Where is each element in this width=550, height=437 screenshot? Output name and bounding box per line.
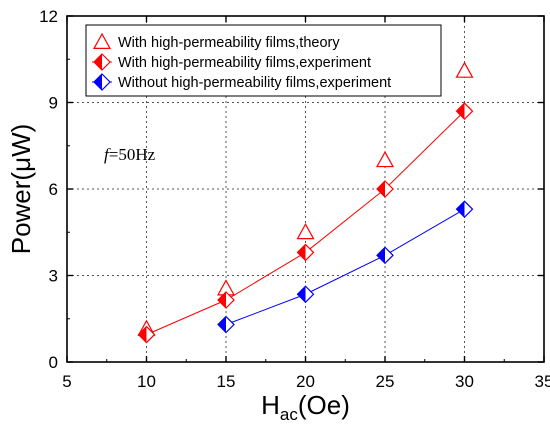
- marker-half: [94, 54, 102, 70]
- y-tick-label: 6: [49, 180, 58, 199]
- marker-outline: [296, 243, 315, 262]
- legend-marker: [92, 32, 112, 50]
- tick-labels: 5 10 15 20 25 30 35 0 3 6 9 12: [39, 7, 550, 391]
- data-point: [217, 315, 235, 334]
- frequency-value: =50Hz: [109, 145, 156, 164]
- y-tick-label: 12: [39, 7, 58, 26]
- data-point: [455, 102, 474, 120]
- data-point: [217, 291, 235, 309]
- series-line: [225, 208, 465, 325]
- marker-outline: [455, 200, 474, 219]
- marker-outline: [217, 291, 235, 309]
- data-point: [455, 200, 474, 219]
- x-axis-title-rest: (Oe): [298, 390, 350, 420]
- marker-half: [377, 247, 385, 264]
- y-tick-label: 3: [49, 267, 58, 286]
- marker-outline: [455, 102, 474, 120]
- x-tick-label: 10: [137, 372, 156, 391]
- marker-half: [297, 286, 306, 303]
- series-2: [137, 102, 474, 344]
- legend-box: [85, 24, 442, 97]
- legend-marker: [93, 53, 111, 71]
- data-point: [296, 285, 315, 304]
- data-point: [137, 325, 156, 344]
- frequency-annotation: f=50Hz: [104, 145, 156, 164]
- frequency-symbol: f: [104, 145, 111, 164]
- legend-label: With high-permeability films,experiment: [118, 55, 371, 71]
- marker-half: [94, 74, 102, 90]
- marker-half: [138, 326, 147, 343]
- data-point: [375, 150, 395, 168]
- ticks: [66, 15, 545, 363]
- series-layer: [137, 61, 474, 344]
- y-tick-label: 9: [49, 94, 58, 113]
- x-tick-label: 5: [62, 372, 71, 391]
- legend-marker: [93, 73, 111, 91]
- data-point: [296, 243, 315, 262]
- marker-outline: [217, 315, 235, 334]
- marker-outline: [137, 325, 156, 344]
- legend-entry: With high-permeability films,experiment: [92, 53, 371, 71]
- x-tick-label: 20: [296, 372, 315, 391]
- legend-label: Without high-permeability films,experime…: [118, 75, 391, 91]
- x-axis-title: Hac(Oe): [261, 390, 350, 424]
- x-tick-label: 35: [535, 372, 550, 391]
- marker-half: [377, 181, 385, 197]
- marker-outline: [93, 53, 111, 71]
- data-point: [296, 223, 315, 240]
- y-tick-label: 0: [49, 353, 58, 372]
- marker-half: [456, 103, 465, 120]
- legend-entry: With high-permeability films,theory: [92, 32, 340, 51]
- marker-outline: [296, 285, 315, 304]
- y-axis-title: Power(μW): [6, 124, 36, 255]
- x-tick-label: 30: [455, 372, 474, 391]
- x-axis-title-main: H: [261, 390, 280, 420]
- legend: With high-permeability films,theory With …: [85, 24, 442, 97]
- x-tick-label: 25: [376, 372, 395, 391]
- series-3: [217, 200, 474, 334]
- marker-half: [218, 316, 226, 333]
- marker-outline: [376, 180, 394, 198]
- marker-outline: [376, 246, 394, 265]
- data-point: [455, 61, 474, 78]
- marker-half: [297, 244, 306, 261]
- legend-entry: Without high-permeability films,experime…: [92, 73, 391, 91]
- marker-half: [456, 201, 465, 218]
- data-point: [376, 246, 394, 265]
- marker-outline: [93, 73, 111, 91]
- x-tick-label: 15: [217, 372, 236, 391]
- data-point: [376, 180, 394, 198]
- marker-half: [218, 292, 226, 309]
- x-axis-title-sub: ac: [280, 405, 298, 424]
- series-1: [137, 61, 474, 336]
- legend-label: With high-permeability films,theory: [118, 35, 340, 51]
